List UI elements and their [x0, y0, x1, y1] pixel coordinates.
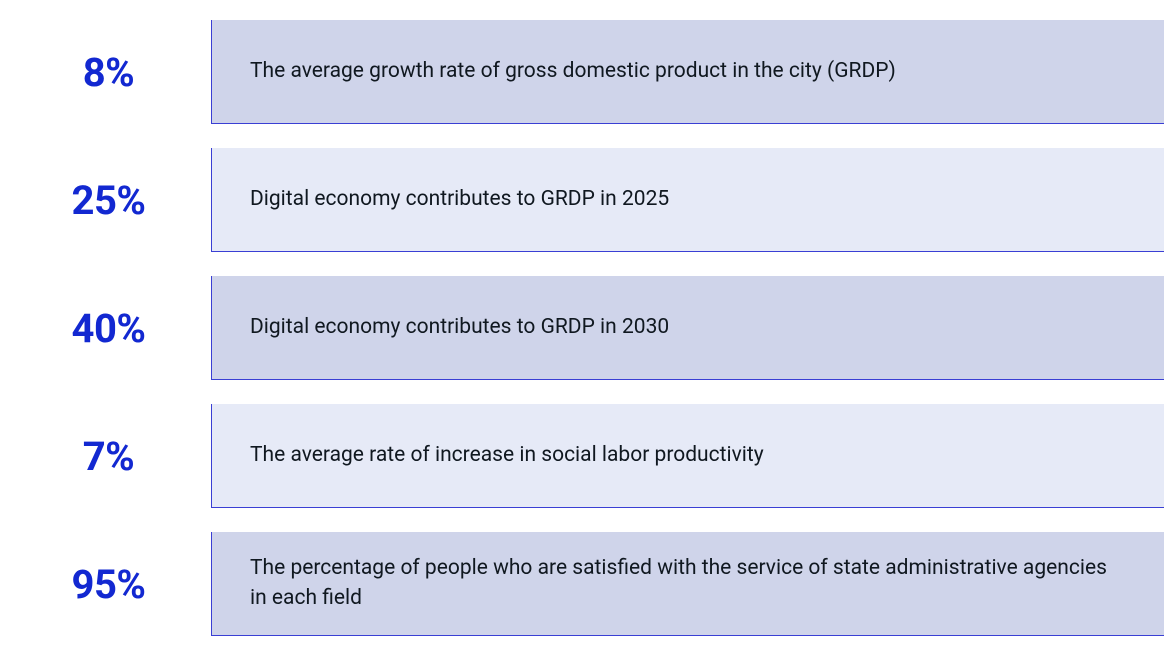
description-text: The average growth rate of gross domesti… [250, 57, 896, 86]
stat-value: 8% [83, 49, 135, 96]
stat-row: 7% The average rate of increase in social… [6, 404, 1164, 508]
stat-cell: 25% [6, 148, 211, 252]
description-cell: Digital economy contributes to GRDP in 2… [211, 276, 1164, 380]
description-text: The percentage of people who are satisfi… [250, 554, 1126, 613]
stat-value: 40% [72, 305, 146, 352]
description-text: The average rate of increase in social l… [250, 441, 764, 470]
stat-cell: 40% [6, 276, 211, 380]
description-cell: Digital economy contributes to GRDP in 2… [211, 148, 1164, 252]
stat-rows-container: 8% The average growth rate of gross domes… [0, 20, 1170, 636]
stat-row: 40% Digital economy contributes to GRDP i… [6, 276, 1164, 380]
stat-value: 95% [72, 561, 146, 608]
stat-value: 7% [83, 433, 135, 480]
description-cell: The percentage of people who are satisfi… [211, 532, 1164, 636]
stat-cell: 8% [6, 20, 211, 124]
description-cell: The average rate of increase in social l… [211, 404, 1164, 508]
description-cell: The average growth rate of gross domesti… [211, 20, 1164, 124]
stat-value: 25% [72, 177, 146, 224]
stat-row: 95% The percentage of people who are sati… [6, 532, 1164, 636]
description-text: Digital economy contributes to GRDP in 2… [250, 313, 669, 342]
stat-cell: 7% [6, 404, 211, 508]
stat-row: 8% The average growth rate of gross domes… [6, 20, 1164, 124]
description-text: Digital economy contributes to GRDP in 2… [250, 185, 669, 214]
stat-row: 25% Digital economy contributes to GRDP i… [6, 148, 1164, 252]
stat-cell: 95% [6, 532, 211, 636]
